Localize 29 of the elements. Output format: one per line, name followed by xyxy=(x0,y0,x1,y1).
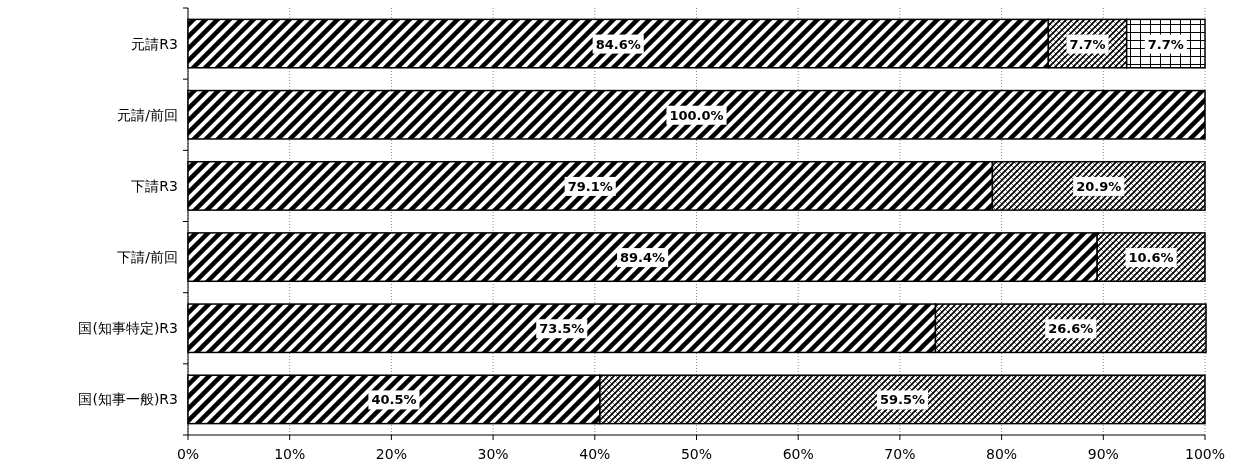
data-label: 84.6% xyxy=(595,36,641,52)
x-tick-label: 10% xyxy=(274,446,306,462)
x-tick-label: 60% xyxy=(782,446,814,462)
x-tick-label: 80% xyxy=(986,446,1018,462)
data-label: 89.4% xyxy=(620,250,666,266)
x-tick-label: 50% xyxy=(680,446,713,462)
y-tick-label: 下請R3 xyxy=(131,177,178,194)
x-tick-label: 0% xyxy=(176,446,200,462)
data-label: 7.7% xyxy=(1069,36,1106,52)
x-tick-label: 100% xyxy=(1184,446,1226,462)
y-tick-label: 国(知事一般)R3 xyxy=(78,391,178,408)
data-label: 10.6% xyxy=(1128,250,1174,266)
x-tick-label: 40% xyxy=(579,446,611,462)
data-label: 59.5% xyxy=(879,392,925,408)
y-tick-label: 下請/前回 xyxy=(117,249,178,266)
data-label: 100.0% xyxy=(669,107,724,123)
y-tick-label: 元請/前回 xyxy=(117,106,178,123)
x-tick-label: 20% xyxy=(375,446,407,462)
x-tick-label: 30% xyxy=(477,446,509,462)
data-label: 73.5% xyxy=(539,321,585,337)
data-label: 26.6% xyxy=(1048,321,1094,337)
data-label: 7.7% xyxy=(1147,36,1184,52)
data-label: 79.1% xyxy=(567,178,613,194)
y-tick-label: 国(知事特定)R3 xyxy=(78,320,178,337)
y-tick-label: 元請R3 xyxy=(131,35,178,52)
data-label: 20.9% xyxy=(1076,178,1122,194)
data-label: 40.5% xyxy=(371,392,417,408)
x-tick-label: 90% xyxy=(1087,446,1119,462)
x-tick-label: 70% xyxy=(884,446,916,462)
